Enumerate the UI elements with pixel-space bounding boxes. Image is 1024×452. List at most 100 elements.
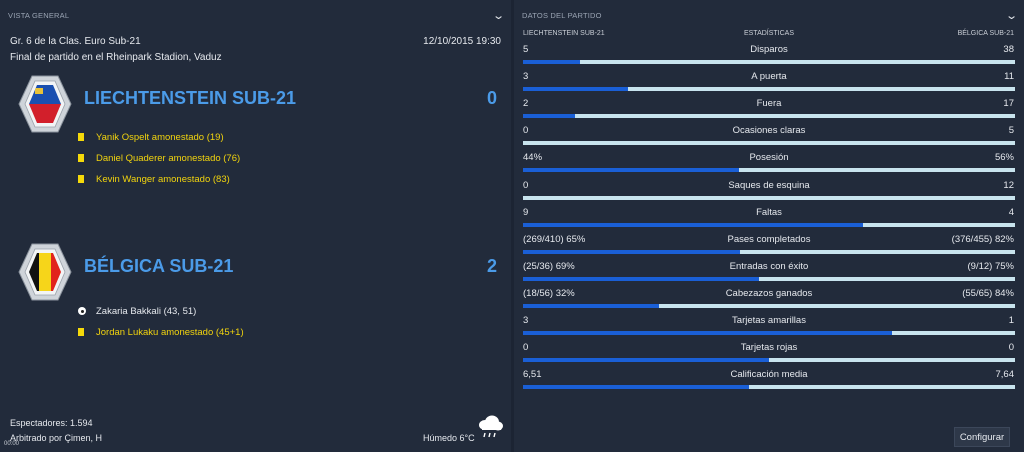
chevron-down-icon[interactable]: ⌄ bbox=[491, 9, 505, 22]
event-item: Yanik Ospelt amonestado (19) bbox=[78, 130, 224, 144]
stat-bar bbox=[523, 385, 1015, 390]
stat-bar-home-fill bbox=[523, 87, 629, 92]
stat-bar bbox=[523, 114, 1015, 119]
stat-away-value: 56% bbox=[994, 152, 1014, 164]
stat-bar-home-fill bbox=[523, 60, 581, 64]
rain-cloud-icon bbox=[479, 415, 503, 438]
stat-home-value: 0 bbox=[523, 125, 529, 137]
stat-bar bbox=[523, 60, 1015, 64]
away-team-score: 2 bbox=[486, 256, 497, 276]
home-column-header: LIECHTENSTEIN SUB-21 bbox=[523, 30, 605, 37]
yellow-card-icon bbox=[78, 133, 84, 141]
stat-label: Tarjetas amarillas bbox=[732, 315, 806, 326]
stat-row: 3 Tarjetas amarillas 1 bbox=[514, 315, 1024, 342]
stat-home-value: 3 bbox=[523, 315, 529, 326]
stat-bar-home-fill bbox=[523, 331, 892, 335]
stat-label: Cabezazos ganados bbox=[725, 287, 813, 299]
stat-home-value: (18/56) 32% bbox=[523, 287, 575, 299]
stat-bar bbox=[523, 141, 1015, 146]
stat-home-value: (269/410) 65% bbox=[523, 233, 586, 245]
stat-label: Calificación media bbox=[730, 369, 808, 381]
belgium-flag-icon[interactable] bbox=[18, 242, 72, 302]
stat-label: Posesión bbox=[749, 152, 789, 164]
stat-bar bbox=[523, 195, 1015, 200]
stat-label: Ocasiones claras bbox=[732, 125, 806, 137]
event-text[interactable]: Zakaria Bakkali (43, 51) bbox=[96, 305, 197, 317]
stat-bar-home-fill bbox=[523, 114, 575, 119]
match-date: 12/10/2015 19:30 bbox=[423, 36, 501, 47]
yellow-card-icon bbox=[78, 328, 84, 336]
stat-away-value: 1 bbox=[1008, 315, 1014, 326]
configure-button[interactable]: Configurar bbox=[954, 427, 1010, 447]
stat-row: 9 Faltas 4 bbox=[514, 207, 1024, 234]
stat-home-value: 44% bbox=[523, 152, 543, 164]
stat-home-value: 3 bbox=[523, 71, 529, 83]
stat-bar-home-fill bbox=[523, 385, 750, 390]
stat-label: Saques de esquina bbox=[728, 179, 810, 191]
stat-label: Tarjetas rojas bbox=[740, 342, 798, 354]
stat-label: Pases completados bbox=[727, 233, 811, 245]
stat-bar-home-fill bbox=[523, 276, 759, 281]
stat-home-value: (25/36) 69% bbox=[523, 260, 575, 272]
stat-row: 6,51 Calificación media 7,64 bbox=[514, 369, 1024, 396]
competition-label[interactable]: Gr. 6 de la Clas. Euro Sub-21 bbox=[10, 36, 141, 47]
stat-bar bbox=[523, 358, 1015, 363]
stat-bar-home-fill bbox=[523, 168, 740, 173]
stat-row: 0 Ocasiones claras 5 bbox=[514, 125, 1024, 152]
stat-bar-home-fill bbox=[523, 358, 769, 363]
stat-bar bbox=[523, 87, 1015, 92]
stat-bar bbox=[523, 276, 1015, 281]
venue-label: Final de partido en el Rheinpark Stadion… bbox=[10, 52, 222, 63]
stat-row: 3 A puerta 11 bbox=[514, 71, 1024, 98]
chevron-down-icon[interactable]: ⌄ bbox=[1004, 9, 1018, 22]
stat-label: Fuera bbox=[756, 98, 782, 110]
stats-column-headers: LIECHTENSTEIN SUB-21 ESTADÍSTICAS BÉLGIC… bbox=[514, 30, 1024, 42]
stat-home-value: 0 bbox=[523, 179, 529, 191]
goal-ball-icon bbox=[78, 307, 86, 315]
away-column-header: BÉLGICA SUB-21 bbox=[957, 30, 1014, 37]
clock-label: 00:00 bbox=[4, 441, 20, 447]
overview-title: VISTA GENERAL bbox=[8, 10, 70, 20]
stat-row: 0 Saques de esquina 12 bbox=[514, 180, 1024, 207]
stat-away-value: 17 bbox=[1003, 98, 1014, 110]
stat-away-value: 38 bbox=[1003, 44, 1014, 55]
event-text[interactable]: Kevin Wanger amonestado (83) bbox=[96, 173, 230, 185]
stat-row: 44% Posesión 56% bbox=[514, 152, 1024, 179]
stat-away-value: 0 bbox=[1008, 342, 1014, 354]
stat-home-value: 5 bbox=[523, 44, 529, 55]
stat-away-value: 7,64 bbox=[995, 369, 1015, 381]
stat-row: (269/410) 65% Pases completados (376/455) … bbox=[514, 234, 1024, 261]
event-text[interactable]: Daniel Quaderer amonestado (76) bbox=[96, 152, 241, 164]
stat-bar-home-fill bbox=[523, 249, 741, 254]
stat-bar bbox=[523, 168, 1015, 173]
event-text[interactable]: Jordan Lukaku amonestado (45+1) bbox=[96, 326, 244, 338]
away-team-name[interactable]: BÉLGICA SUB-21 bbox=[84, 256, 234, 276]
yellow-card-icon bbox=[78, 154, 84, 162]
overview-header: VISTA GENERAL ⌄ bbox=[0, 0, 511, 30]
event-text[interactable]: Yanik Ospelt amonestado (19) bbox=[96, 131, 224, 143]
match-stats-panel: DATOS DEL PARTIDO ⌄ LIECHTENSTEIN SUB-21… bbox=[514, 0, 1024, 452]
stat-row: (25/36) 69% Entradas con éxito (9/12) 75% bbox=[514, 261, 1024, 288]
stat-label: Disparos bbox=[750, 44, 788, 55]
stat-bar bbox=[523, 303, 1015, 308]
stat-away-value: 12 bbox=[1003, 179, 1014, 191]
event-item: Kevin Wanger amonestado (83) bbox=[78, 172, 230, 186]
spectators-label: Espectadores: 1.594 bbox=[10, 418, 93, 428]
event-item: Daniel Quaderer amonestado (76) bbox=[78, 151, 240, 165]
stat-bar bbox=[523, 249, 1015, 254]
weather-label: Húmedo 6°C bbox=[423, 433, 475, 443]
stat-away-value: 5 bbox=[1008, 125, 1014, 137]
stat-row: 0 Tarjetas rojas 0 bbox=[514, 342, 1024, 369]
liechtenstein-flag-icon[interactable] bbox=[18, 74, 72, 134]
stat-row: (18/56) 32% Cabezazos ganados (55/65) 84% bbox=[514, 288, 1024, 315]
referee-label[interactable]: Arbitrado por Çimen, H bbox=[10, 433, 103, 443]
home-team-name[interactable]: LIECHTENSTEIN SUB-21 bbox=[84, 88, 297, 108]
stat-away-value: (376/455) 82% bbox=[951, 233, 1014, 245]
event-item: Zakaria Bakkali (43, 51) bbox=[78, 304, 196, 318]
match-stats-header: DATOS DEL PARTIDO ⌄ bbox=[514, 0, 1024, 30]
stat-home-value: 9 bbox=[523, 206, 529, 218]
stat-label: Faltas bbox=[756, 206, 782, 218]
overview-panel: VISTA GENERAL ⌄ Gr. 6 de la Clas. Euro S… bbox=[0, 0, 511, 452]
stat-away-value: (55/65) 84% bbox=[962, 287, 1014, 299]
stat-bar-home-fill bbox=[523, 222, 864, 227]
